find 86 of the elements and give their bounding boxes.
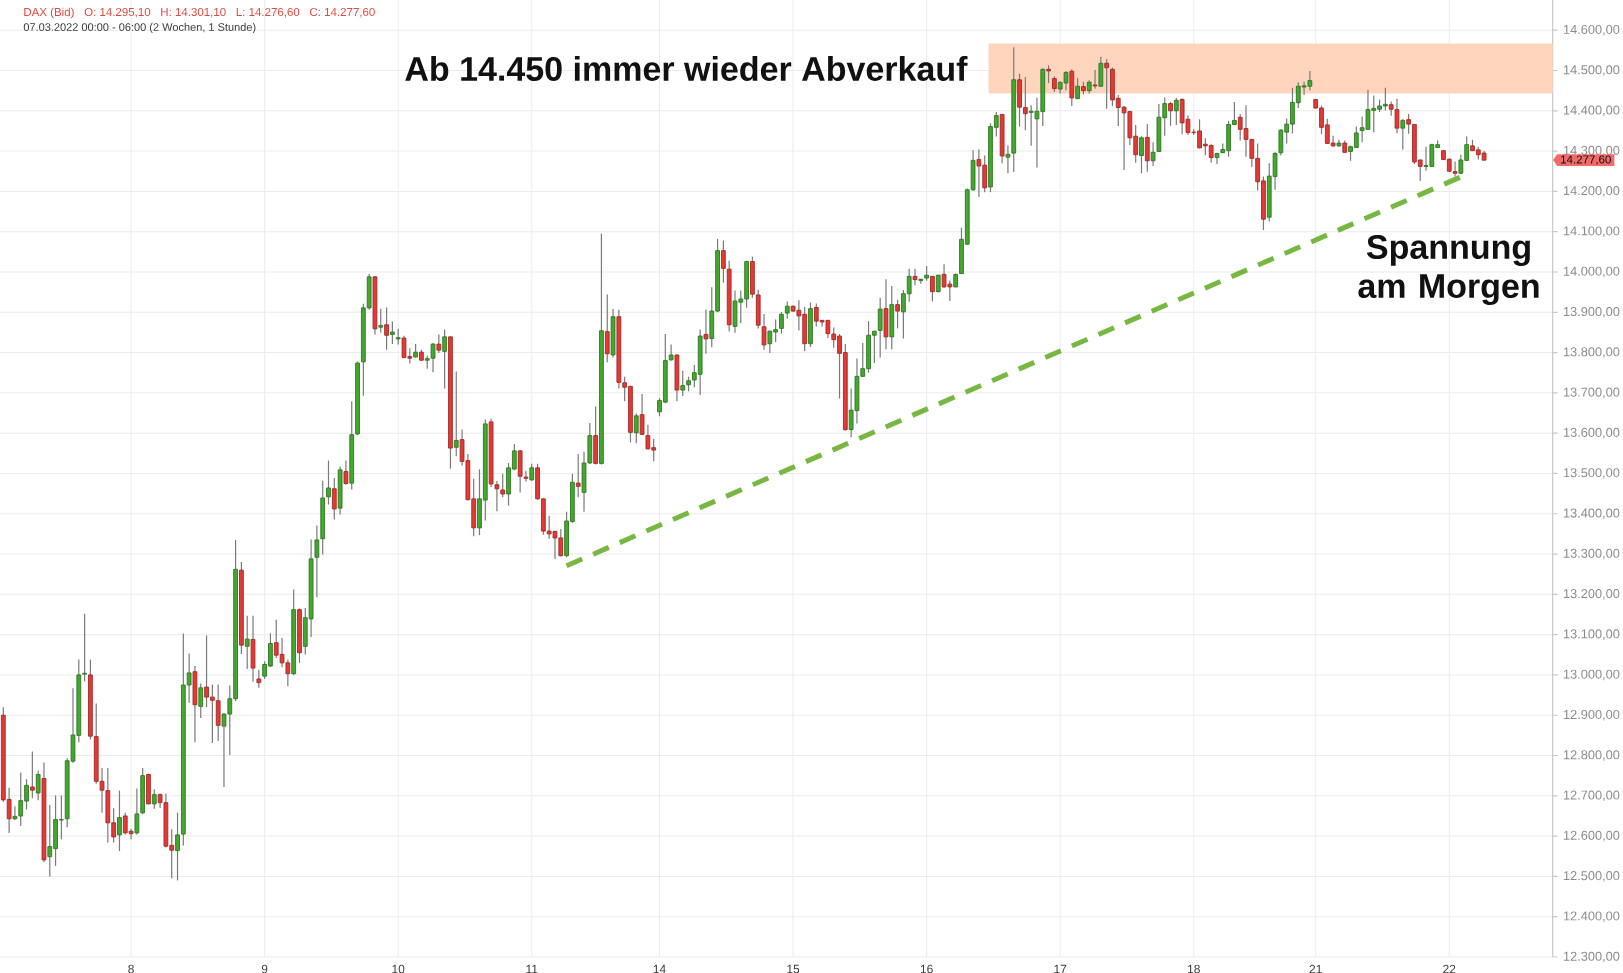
y-tick-label: 14.400,00 <box>1563 105 1620 117</box>
candlestick <box>633 412 639 444</box>
candlestick <box>930 275 935 302</box>
y-tick-label: 13.500,00 <box>1563 468 1620 479</box>
candlestick <box>134 787 140 836</box>
candlestick <box>1092 69 1098 90</box>
x-tick-label: 17 <box>1054 964 1067 973</box>
x-tick-label: 16 <box>920 964 933 973</box>
candlestick <box>680 370 686 397</box>
text: 07.03.2022 00:00 - 06:00 (2 Wochen, 1 Stunde) <box>23 22 256 34</box>
y-tick-label: 13.000,00 <box>1563 669 1620 681</box>
annotation: O: 14.295,10 <box>84 7 151 18</box>
candlestick <box>244 615 250 670</box>
candlestick <box>1150 141 1156 167</box>
y-tick-label: 13.900,00 <box>1563 306 1620 318</box>
candlestick <box>912 268 918 286</box>
x-tick-label: 22 <box>1443 964 1456 973</box>
candlestick <box>256 669 262 689</box>
y-tick-label: 13.400,00 <box>1563 508 1620 520</box>
y-tick-label: 13.200,00 <box>1563 589 1620 600</box>
x-tick-label: 21 <box>1309 964 1322 973</box>
candlestick <box>29 750 35 799</box>
y-tick-label: 13.100,00 <box>1563 629 1620 640</box>
candlestick <box>877 297 883 359</box>
x-tick-label: 15 <box>787 964 800 973</box>
candlestick <box>1173 97 1179 126</box>
candlestick <box>442 329 448 390</box>
y-tick-label: 12.700,00 <box>1563 790 1620 802</box>
text: DAX (Bid) <box>24 7 74 19</box>
y-tick-label: 12.800,00 <box>1563 750 1620 761</box>
candlestick <box>390 320 395 345</box>
y-tick-label: 12.900,00 <box>1563 709 1620 721</box>
candlestick <box>1400 118 1406 151</box>
candlestick <box>575 453 581 498</box>
text: 14.277,60 <box>1561 155 1611 165</box>
candlestick <box>453 370 459 457</box>
annotation: L: 14.276,60 <box>236 7 300 18</box>
candlestick <box>198 682 204 719</box>
x-tick-label: 11 <box>526 964 538 973</box>
candlestick <box>343 459 349 486</box>
x-tick-label: 8 <box>128 964 134 973</box>
y-tick-label: 13.700,00 <box>1563 387 1620 399</box>
x-tick-label: 14 <box>653 964 666 973</box>
annotation: Spannung am Morgen <box>1358 235 1539 305</box>
candlestick <box>331 477 337 520</box>
y-tick-label: 12.300,00 <box>1563 951 1620 963</box>
x-tick-label: 10 <box>392 964 405 973</box>
candlestick <box>779 311 784 335</box>
candlestick <box>1098 56 1104 88</box>
candlestick <box>703 309 709 355</box>
candlestick <box>1104 58 1110 110</box>
y-tick-label: 13.300,00 <box>1563 548 1620 560</box>
candlestick <box>151 788 157 810</box>
band-label: Ab 14.450 immer wieder Abverkauf <box>405 56 968 81</box>
candlestick <box>1168 101 1173 127</box>
candlestick <box>1139 135 1144 174</box>
candlestick <box>326 459 331 506</box>
y-tick-label: 14.600,00 <box>1563 24 1620 36</box>
annotation: C: 14.277,60 <box>310 7 375 18</box>
annotation: H: 14.301,10 <box>161 7 226 18</box>
candlestick <box>761 313 767 351</box>
candlestick <box>1005 144 1011 174</box>
candlestick <box>35 769 41 801</box>
candlestick <box>895 299 900 329</box>
candlestick <box>721 239 726 284</box>
x-tick-label: 18 <box>1187 964 1200 973</box>
y-tick-label: 13.800,00 <box>1563 347 1620 358</box>
y-tick-label: 12.500,00 <box>1563 871 1620 882</box>
candlestick <box>668 343 674 362</box>
candlestick <box>1144 123 1150 173</box>
candlestick <box>117 789 122 852</box>
y-tick-label: 14.100,00 <box>1563 226 1620 237</box>
y-tick-label: 12.400,00 <box>1563 911 1620 922</box>
candlestick <box>378 308 384 334</box>
candlestick <box>500 473 506 498</box>
y-tick-label: 14.500,00 <box>1563 65 1620 76</box>
y-tick-label: 14.000,00 <box>1563 266 1620 278</box>
candlestick <box>384 306 389 351</box>
y-tick-label: 14.200,00 <box>1563 186 1620 197</box>
candlestick <box>314 524 320 598</box>
candlestick <box>639 393 645 436</box>
x-tick-label: 9 <box>261 964 268 973</box>
y-tick-label: 13.600,00 <box>1563 427 1620 439</box>
candlestick <box>604 293 610 363</box>
candlestick <box>436 333 442 354</box>
y-tick-label: 12.600,00 <box>1563 830 1620 842</box>
